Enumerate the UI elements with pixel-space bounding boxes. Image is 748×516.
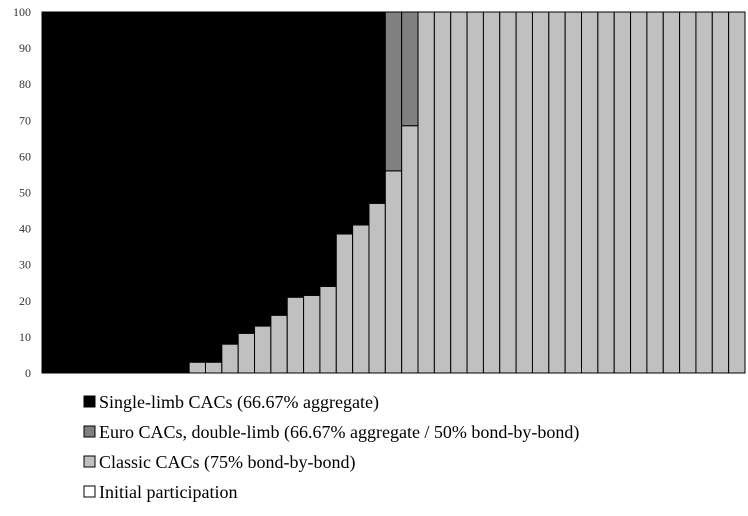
bar-segment-series-0	[549, 12, 565, 373]
bar-segment-series-2	[107, 12, 123, 373]
bar-segment-series-0	[500, 12, 516, 373]
legend-swatch	[84, 486, 95, 497]
legend-label: Single-limb CACs (66.67% aggregate)	[99, 392, 379, 413]
bar-segment-series-0	[304, 295, 320, 373]
bar-segment-series-2	[255, 12, 271, 326]
bars	[42, 12, 745, 373]
bar-segment-series-0	[271, 315, 287, 373]
bar-segment-series-1	[402, 12, 418, 126]
bar-segment-series-0	[238, 333, 254, 373]
bar-segment-series-0	[205, 362, 221, 373]
bar-segment-series-2	[156, 12, 172, 373]
bar-segment-series-2	[287, 12, 303, 297]
bar-segment-series-0	[353, 225, 369, 373]
bar-segment-series-2	[271, 12, 287, 315]
bar-segment-series-2	[238, 12, 254, 333]
legend-label: Initial participation	[99, 482, 237, 502]
bar-segment-series-2	[353, 12, 369, 225]
bar-segment-series-0	[614, 12, 630, 373]
bar-segment-series-0	[582, 12, 598, 373]
bar-segment-series-2	[42, 12, 58, 373]
bar-segment-series-2	[189, 12, 205, 362]
legend-swatch	[84, 426, 95, 437]
bar-segment-series-0	[729, 12, 745, 373]
bar-segment-series-0	[320, 286, 336, 373]
bar-segment-series-0	[647, 12, 663, 373]
bar-segment-series-0	[516, 12, 532, 373]
y-tick-label: 40	[19, 222, 31, 236]
bar-segment-series-2	[304, 12, 320, 295]
bar-segment-series-0	[680, 12, 696, 373]
bar-segment-series-2	[320, 12, 336, 286]
bar-segment-series-2	[124, 12, 140, 373]
y-tick-label: 30	[19, 258, 31, 272]
y-axis: 0 10 20 30 40 50 60 70 80 90 100	[13, 5, 31, 380]
y-tick-label: 0	[25, 366, 31, 380]
y-tick-label: 60	[19, 149, 31, 163]
bar-segment-series-0	[418, 12, 434, 373]
y-tick-label: 80	[19, 77, 31, 91]
bar-segment-series-0	[483, 12, 499, 373]
bar-segment-series-0	[255, 326, 271, 373]
bar-segment-series-2	[336, 12, 352, 234]
legend-swatch	[84, 456, 95, 467]
bar-segment-series-0	[385, 171, 401, 373]
bar-segment-series-2	[173, 12, 189, 373]
legend-label: Euro CACs, double-limb (66.67% aggregate…	[99, 422, 579, 443]
y-tick-label: 20	[19, 294, 31, 308]
bar-segment-series-0	[369, 203, 385, 373]
bar-segment-series-2	[75, 12, 91, 373]
bar-segment-series-0	[565, 12, 581, 373]
bar-segment-series-0	[451, 12, 467, 373]
bar-segment-series-2	[205, 12, 221, 362]
bar-segment-series-0	[663, 12, 679, 373]
bar-segment-series-2	[58, 12, 74, 373]
legend-label: Classic CACs (75% bond-by-bond)	[99, 452, 355, 473]
bar-segment-series-0	[402, 126, 418, 373]
bar-segment-series-0	[434, 12, 450, 373]
bar-segment-series-1	[385, 12, 401, 171]
y-tick-label: 10	[19, 330, 31, 344]
y-tick-label: 90	[19, 41, 31, 55]
bar-segment-series-2	[222, 12, 238, 344]
y-tick-label: 100	[13, 5, 31, 19]
bar-segment-series-0	[598, 12, 614, 373]
y-tick-label: 50	[19, 186, 31, 200]
bar-segment-series-0	[631, 12, 647, 373]
bar-segment-series-0	[532, 12, 548, 373]
legend-swatch	[84, 396, 95, 407]
bar-segment-series-0	[336, 234, 352, 373]
bar-segment-series-0	[696, 12, 712, 373]
bar-segment-series-2	[369, 12, 385, 203]
bar-segment-series-0	[222, 344, 238, 373]
bar-segment-series-0	[287, 297, 303, 373]
bar-segment-series-0	[189, 362, 205, 373]
bar-segment-series-2	[91, 12, 107, 373]
bar-segment-series-0	[712, 12, 728, 373]
bar-segment-series-0	[467, 12, 483, 373]
y-tick-label: 70	[19, 113, 31, 127]
bar-segment-series-2	[140, 12, 156, 373]
legend: Single-limb CACs (66.67% aggregate) Euro …	[84, 392, 579, 502]
